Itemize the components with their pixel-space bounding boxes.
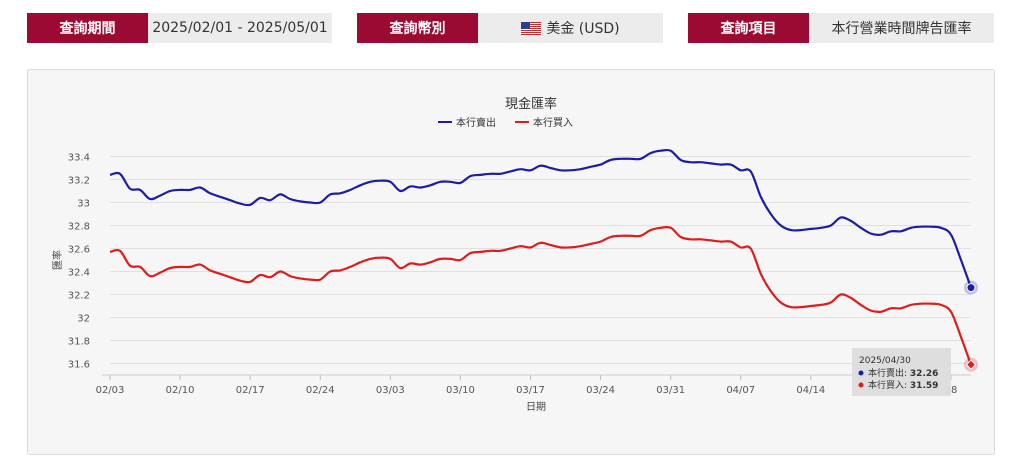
- exchange-rate-chart[interactable]: 31.6 31.8 32 32.2 32.4 32.6 32.8 33 33.2 33.4 02/…: [28, 70, 994, 454]
- y-tick-label: 33: [77, 199, 90, 210]
- currency-label: 查詢幣別: [357, 13, 478, 43]
- currency-select[interactable]: 美金 (USD): [478, 13, 663, 43]
- series-markers: [964, 280, 978, 372]
- x-axis-ticks: 02/03 02/10 02/17 02/24 03/03 03/10 03/17 03/24…: [96, 375, 957, 396]
- query-period: 查詢期間 2025/02/01 - 2025/05/01: [27, 13, 332, 43]
- y-tick-label: 32.6: [68, 245, 90, 256]
- x-tick-label: 02/03: [96, 385, 125, 396]
- buy-end-marker: [965, 359, 977, 370]
- legend-sell-label: 本行賣出: [456, 116, 496, 129]
- y-tick-label: 32.4: [68, 268, 90, 279]
- item-label: 查詢項目: [688, 13, 809, 43]
- y-tick-label: 31.8: [68, 337, 90, 348]
- y-tick-label: 33.4: [68, 153, 90, 164]
- x-tick-label: 03/24: [586, 385, 615, 396]
- x-tick-label: 04/07: [726, 385, 755, 396]
- tooltip-buy-colon: :: [904, 381, 910, 391]
- x-tick-label: 02/10: [166, 385, 195, 396]
- x-axis-title: 日期: [526, 401, 546, 413]
- legend-item-buy[interactable]: 本行買入: [515, 116, 573, 129]
- grid-lines: [110, 156, 971, 364]
- x-tick-label: 02/17: [236, 385, 265, 396]
- tooltip-buy-row: 本行買入: 31.59: [868, 379, 938, 391]
- y-axis-ticks: 31.6 31.8 32 32.2 32.4 32.6 32.8 33 33.2 33.4: [68, 153, 90, 371]
- tooltip-box: [852, 348, 951, 396]
- tooltip-sell-value: 32.26: [910, 369, 938, 379]
- x-tick-label: 03/03: [376, 385, 405, 396]
- legend-buy-label: 本行買入: [533, 116, 573, 129]
- sell-end-marker: [966, 283, 976, 293]
- x-tick-label: 03/17: [516, 385, 545, 396]
- chart-title: 現金匯率: [505, 96, 557, 112]
- series-line-buy: [109, 225, 973, 366]
- y-tick-label: 33.2: [68, 176, 90, 187]
- query-currency: 查詢幣別 美金 (USD): [357, 13, 663, 43]
- query-item: 查詢項目 本行營業時間牌告匯率: [688, 13, 994, 43]
- period-input[interactable]: 2025/02/01 - 2025/05/01: [148, 13, 332, 43]
- y-axis-title: 匯率: [51, 250, 64, 270]
- tooltip-buy-dot: [858, 382, 864, 388]
- tooltip-sell-row: 本行賣出: 32.26: [868, 367, 938, 379]
- legend: 本行賣出 本行買入: [438, 116, 573, 129]
- period-label: 查詢期間: [27, 13, 148, 43]
- tooltip-buy-value: 31.59: [910, 381, 938, 391]
- x-tick-label: 03/10: [446, 385, 475, 396]
- tooltip-sell-dot: [858, 370, 864, 376]
- tooltip-sell-colon: :: [904, 369, 910, 379]
- y-tick-label: 32.2: [68, 291, 90, 302]
- tooltip: 2025/04/30 本行賣出: 32.26 本行買入: 31.59: [852, 348, 951, 396]
- y-tick-label: 32: [77, 314, 90, 325]
- x-tick-label: 02/24: [306, 385, 335, 396]
- tooltip-sell-label: 本行賣出: [868, 367, 904, 379]
- currency-value: 美金 (USD): [546, 21, 620, 37]
- item-select[interactable]: 本行營業時間牌告匯率: [809, 13, 994, 43]
- chart-panel: 31.6 31.8 32 32.2 32.4 32.6 32.8 33 33.2 33.4 02/…: [27, 69, 995, 455]
- tooltip-date: 2025/04/30: [859, 356, 911, 366]
- series-line-sell: [109, 148, 973, 288]
- legend-item-sell[interactable]: 本行賣出: [438, 116, 496, 129]
- series-lines: [109, 148, 973, 366]
- us-flag-icon: [521, 21, 542, 35]
- x-tick-label: 03/31: [656, 385, 685, 396]
- tooltip-buy-label: 本行買入: [868, 379, 904, 391]
- y-tick-label: 31.6: [68, 360, 90, 371]
- x-tick-label: 04/14: [796, 385, 825, 396]
- y-tick-label: 32.8: [68, 222, 90, 233]
